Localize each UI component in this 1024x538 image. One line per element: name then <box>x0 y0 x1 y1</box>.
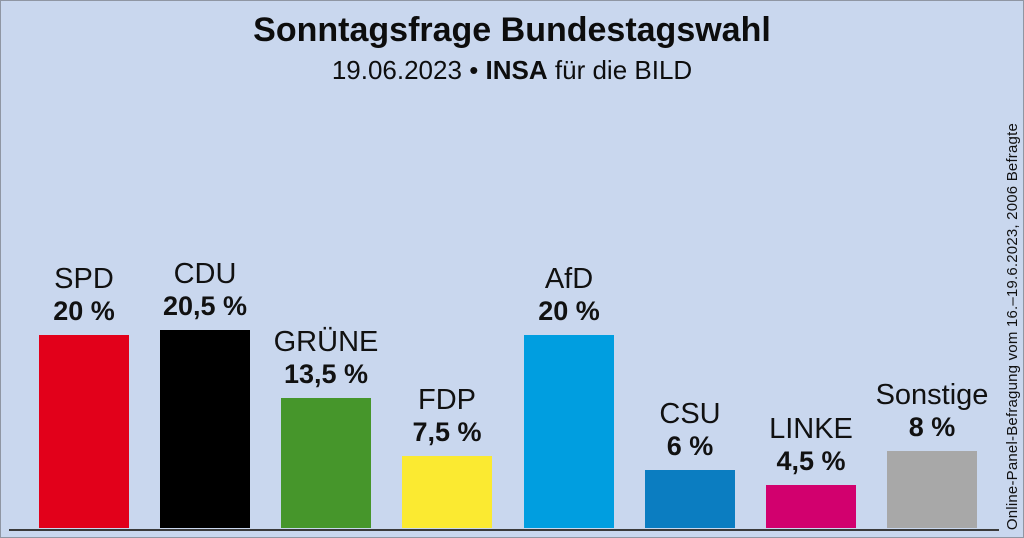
subtitle-separator-dot: • <box>469 55 479 85</box>
bar-label-spd: SPD 20 % <box>1 262 174 328</box>
bar-label-gruene: GRÜNE 13,5 % <box>236 325 416 391</box>
party-value-linke: 4,5 % <box>776 446 846 477</box>
bar-fdp <box>402 456 492 528</box>
bar-label-fdp: FDP 7,5 % <box>357 383 537 449</box>
party-value-spd: 20 % <box>53 296 115 327</box>
party-name-csu: CSU <box>659 397 721 430</box>
bar-label-linke: LINKE 4,5 % <box>721 412 901 478</box>
party-value-sonstige: 8 % <box>908 412 956 443</box>
x-axis-baseline <box>9 529 999 531</box>
party-name-afd: AfD <box>544 262 594 295</box>
chart-title: Sonntagsfrage Bundestagswahl <box>253 11 771 49</box>
bar-label-afd: AfD 20 % <box>479 262 659 328</box>
bar-afd <box>524 335 614 528</box>
party-value-csu: 6 % <box>666 431 714 462</box>
bar-spd <box>39 335 129 528</box>
party-value-cdu: 20,5 % <box>162 291 248 322</box>
party-name-fdp: FDP <box>418 383 476 416</box>
bar-gruene <box>281 398 371 528</box>
bar-linke <box>766 485 856 528</box>
party-value-gruene: 13,5 % <box>283 359 369 390</box>
subtitle-institute: INSA <box>485 55 548 85</box>
party-value-fdp: 7,5 % <box>412 417 482 448</box>
party-name-linke: LINKE <box>769 412 853 445</box>
bar-sonstige <box>887 451 977 528</box>
party-name-sonstige: Sonstige <box>875 378 989 411</box>
bar-label-csu: CSU 6 % <box>600 397 780 463</box>
bar-csu <box>645 470 735 528</box>
survey-source-note: Online-Panel-Befragung vom 16.–19.6.2023… <box>1004 122 1021 530</box>
bar-label-sonstige: Sonstige 8 % <box>842 378 1022 444</box>
chart-subtitle: 19.06.2023 • INSA für die BILD <box>1 55 1023 86</box>
party-value-afd: 20 % <box>538 296 600 327</box>
subtitle-date: 19.06.2023 <box>331 55 462 85</box>
party-name-gruene: GRÜNE <box>273 325 379 358</box>
party-name-cdu: CDU <box>173 257 237 290</box>
party-name-spd: SPD <box>54 262 114 295</box>
subtitle-client: für die BILD <box>554 55 693 85</box>
bar-cdu <box>160 330 250 528</box>
bar-label-cdu: CDU 20,5 % <box>115 257 295 323</box>
